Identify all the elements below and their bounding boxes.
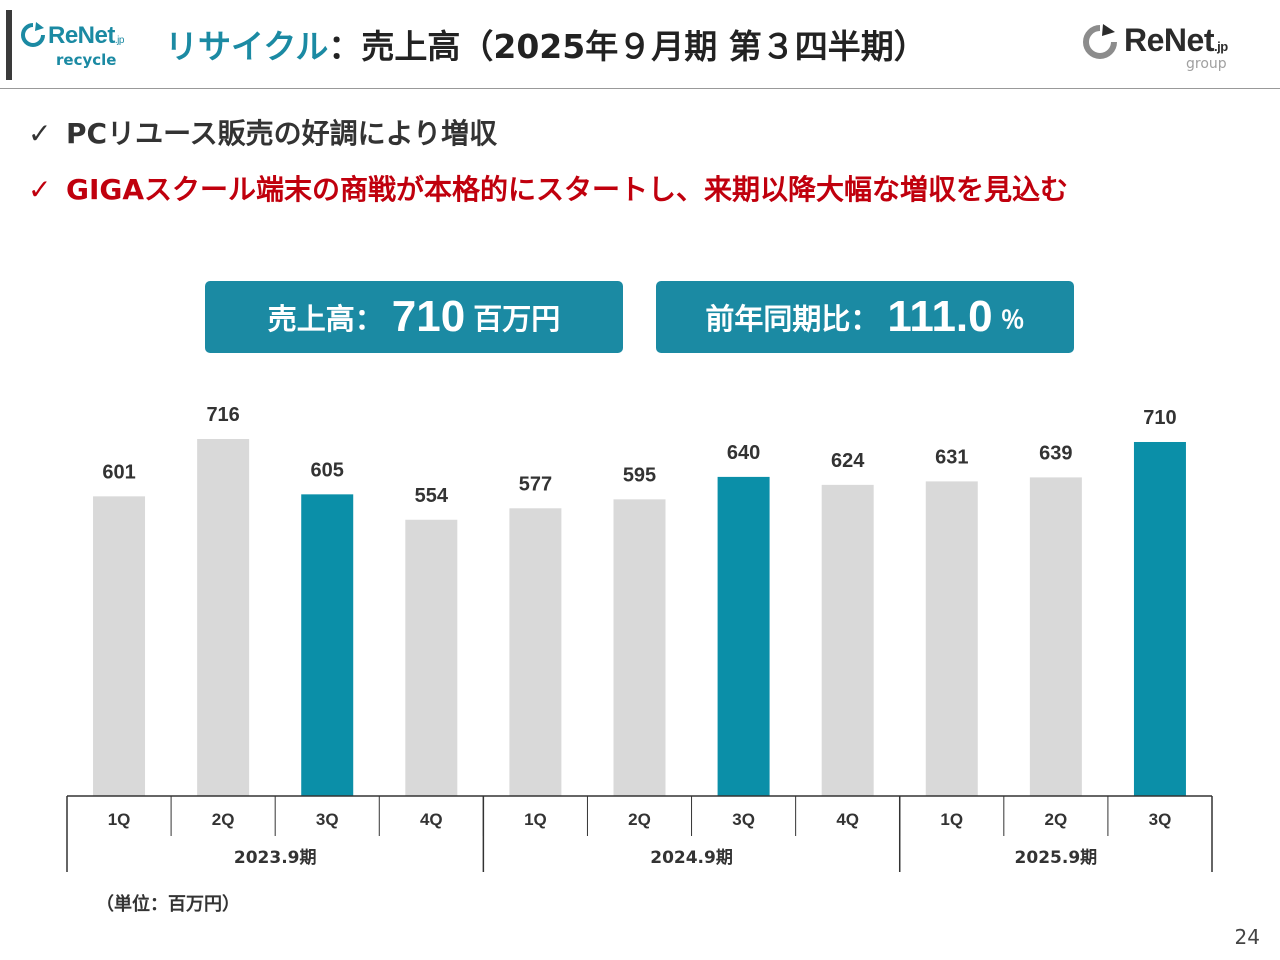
data-label: 716 <box>206 404 239 426</box>
tick-label: 3Q <box>1149 810 1172 829</box>
kpi-label: 売上高： <box>267 302 384 336</box>
bullet-text: PCリユース販売の好調により増収 <box>66 117 498 150</box>
tick-label: 3Q <box>316 810 339 829</box>
bar <box>613 499 666 796</box>
tick-label: 2Q <box>212 810 235 829</box>
logo-brand: ReNet.jp <box>1124 22 1228 58</box>
check-icon: ✓ <box>28 173 52 206</box>
kpi-sales: 売上高： 710 百万円 <box>205 281 623 353</box>
data-label: 577 <box>519 473 552 495</box>
recycle-arrow-icon <box>21 22 45 47</box>
bar <box>1133 441 1186 796</box>
kpi-label: 前年同期比： <box>705 302 880 336</box>
title-accent: リサイクル <box>165 27 329 66</box>
page-number: 24 <box>1234 925 1260 949</box>
data-label: 639 <box>1039 442 1072 464</box>
group-label: 2023.9期 <box>234 848 317 868</box>
kpi-value: 710 <box>391 292 466 341</box>
bar <box>1029 477 1082 796</box>
tick-label: 2Q <box>1045 810 1068 829</box>
header-accent-bar <box>6 10 12 80</box>
bar <box>509 508 562 796</box>
tick-label: 1Q <box>524 810 547 829</box>
data-label: 710 <box>1143 407 1176 429</box>
logo-sub: group <box>1186 56 1227 72</box>
kpi-yoy: 前年同期比： 111.0 ％ <box>656 281 1074 353</box>
data-label: 631 <box>935 446 968 468</box>
tick-label: 3Q <box>732 810 755 829</box>
kpi-unit: 百万円 <box>473 302 561 336</box>
bar <box>301 494 354 796</box>
logo-brand: ReNet.jp <box>48 22 124 49</box>
title-rest: ：売上高（2025年９月期 第３四半期） <box>328 27 927 66</box>
group-label: 2025.9期 <box>1015 848 1098 868</box>
renet-circle-arrow-icon <box>1083 24 1117 59</box>
renet-group-logo: ReNet.jp group <box>1082 22 1272 78</box>
bar <box>717 476 770 796</box>
bullet-point-1: ✓ PCリユース販売の好調により増収 <box>28 112 497 152</box>
bullet-point-2: ✓ GIGAスクール端末の商戦が本格的にスタートし、来期以降大幅な増収を見込む <box>28 168 1068 208</box>
bar <box>405 519 458 796</box>
tick-label: 1Q <box>108 810 131 829</box>
tick-label: 1Q <box>940 810 963 829</box>
bar <box>821 484 874 796</box>
data-label: 601 <box>102 461 135 483</box>
check-icon: ✓ <box>28 117 52 150</box>
unit-note: （単位：百万円） <box>96 894 240 915</box>
kpi-unit: ％ <box>1000 305 1025 334</box>
data-label: 640 <box>727 442 760 464</box>
data-label: 554 <box>415 485 449 507</box>
tick-label: 4Q <box>420 810 443 829</box>
page-title: リサイクル：売上高（2025年９月期 第３四半期） <box>165 20 927 68</box>
header-divider <box>0 88 1280 89</box>
sales-bar-chart: 601 1Q 716 2Q 605 3Q 554 4Q 577 1Q 595 2Q 640 3Q 624 4Q… <box>66 404 1213 872</box>
data-label: 624 <box>831 450 865 472</box>
data-label: 605 <box>311 459 344 481</box>
data-label: 595 <box>623 464 656 486</box>
renet-recycle-logo: ReNet.jp recycle <box>20 22 150 72</box>
kpi-value: 111.0 <box>887 292 993 341</box>
bar <box>197 439 250 796</box>
group-label: 2024.9期 <box>650 848 733 868</box>
bullet-text: GIGAスクール端末の商戦が本格的にスタートし、来期以降大幅な増収を見込む <box>66 173 1069 206</box>
bar <box>93 496 146 796</box>
bar <box>925 481 978 796</box>
tick-label: 4Q <box>836 810 859 829</box>
tick-label: 2Q <box>628 810 651 829</box>
logo-sub: recycle <box>56 51 117 69</box>
